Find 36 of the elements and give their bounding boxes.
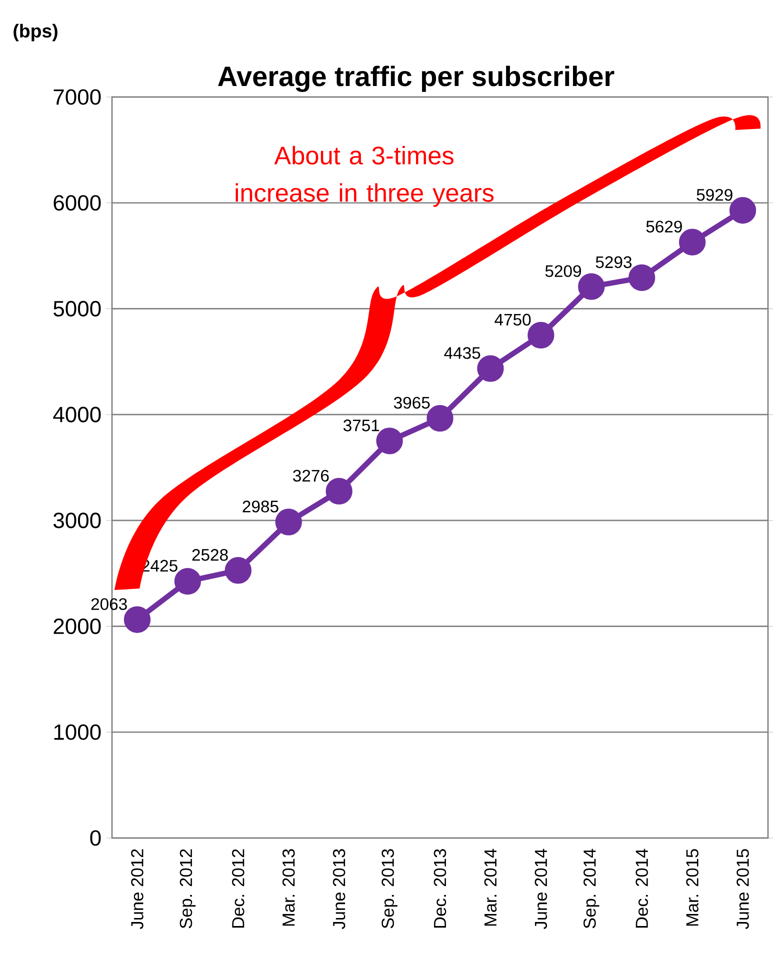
- y-tick-label: 2000: [54, 618, 101, 634]
- x-tick-label: Mar. 2015: [686, 849, 698, 926]
- x-tick-label: Dec. 2013: [434, 849, 446, 928]
- x-tick-label: Dec. 2014: [636, 848, 648, 928]
- data-label: 3751: [343, 420, 380, 432]
- chart-title: Average traffic per subscriber: [218, 66, 614, 92]
- data-label: 3965: [394, 396, 430, 409]
- data-label: 2528: [192, 549, 228, 561]
- data-label: 5293: [596, 256, 632, 268]
- data-label: 5209: [545, 265, 581, 277]
- data-label: 5929: [696, 188, 732, 201]
- annotation: About a 3-times increase in three years: [236, 146, 494, 207]
- x-tick-label: June 2015: [736, 849, 749, 930]
- y-tick-label: 5000: [54, 300, 101, 316]
- x-tick-label: Mar. 2013: [282, 849, 295, 926]
- data-label: 3276: [293, 470, 329, 482]
- data-label: 2985: [242, 500, 278, 512]
- y-tick-label: 6000: [54, 195, 101, 211]
- data-label: 4435: [444, 347, 480, 359]
- y-tick-label: 7000: [54, 89, 101, 105]
- data-label: 4750: [494, 314, 531, 326]
- y-tick-label: 0: [90, 830, 101, 846]
- x-tick-label: Sep. 2012: [180, 849, 196, 928]
- x-tick-label: Sep. 2014: [584, 848, 600, 928]
- x-tick-label: June 2012: [131, 849, 144, 930]
- data-label: 5629: [646, 220, 682, 233]
- x-tick-label: June 2014: [534, 848, 548, 930]
- y-tick-label: 4000: [53, 406, 101, 422]
- x-tick-label: Sep. 2013: [382, 849, 398, 928]
- y-axis-title: (bps): [14, 24, 58, 42]
- data-label: 2063: [91, 598, 127, 610]
- y-tick-label: 3000: [53, 512, 101, 528]
- x-tick-label: Mar. 2014: [484, 848, 497, 926]
- y-tick-label: 1000: [54, 724, 101, 740]
- x-tick-label: Dec. 2012: [232, 849, 244, 928]
- x-tick-label: June 2013: [332, 849, 346, 930]
